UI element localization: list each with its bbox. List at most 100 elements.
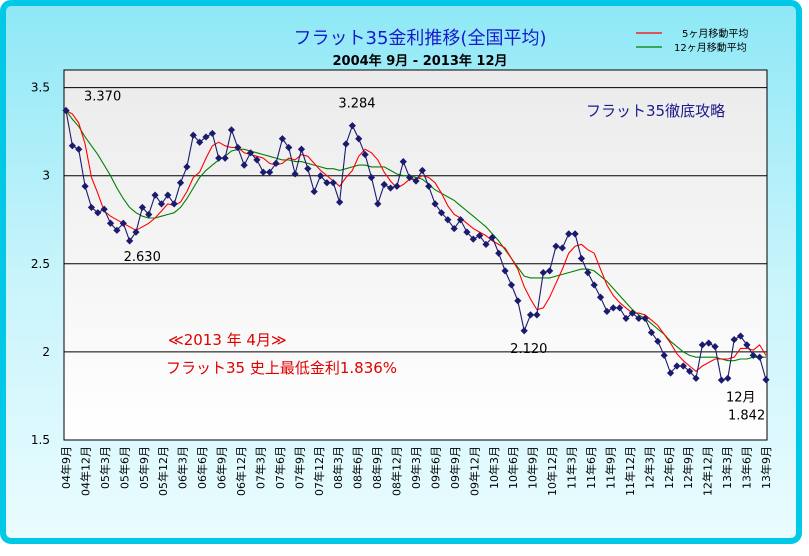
x-axis-ticks: 04年9月 04年12月 05年3月 05年6月 05年9月 05年12月 06年3月 06年… bbox=[59, 446, 773, 496]
rate-point bbox=[463, 228, 471, 236]
rate-point bbox=[533, 311, 541, 319]
rate-point bbox=[329, 179, 337, 187]
x-tick-label: 10年12月 bbox=[545, 446, 559, 496]
rate-point bbox=[476, 232, 484, 240]
rate-point bbox=[514, 297, 522, 305]
rate-point bbox=[304, 165, 312, 173]
callout-line1: ≪2013 年 4月≫ bbox=[168, 331, 287, 349]
rate-point bbox=[145, 210, 153, 219]
rate-point bbox=[501, 267, 509, 275]
rate-point bbox=[113, 226, 121, 234]
rate-point bbox=[717, 376, 726, 384]
x-tick-label: 10年9月 bbox=[526, 446, 540, 489]
rate-point bbox=[259, 168, 267, 176]
rate-point bbox=[94, 209, 102, 217]
rate-point bbox=[291, 170, 299, 178]
rate-point bbox=[399, 158, 407, 166]
x-tick-label: 12年3月 bbox=[642, 446, 656, 489]
x-tick-label: 07年12月 bbox=[312, 446, 326, 496]
rate-point bbox=[75, 145, 83, 153]
data-label: 2.120 bbox=[510, 342, 547, 357]
x-tick-label: 07年6月 bbox=[273, 446, 287, 489]
rate-point bbox=[425, 182, 433, 190]
rate-point bbox=[316, 172, 325, 180]
x-tick-label: 05年9月 bbox=[137, 446, 151, 489]
rate-point bbox=[686, 367, 694, 375]
rate-point bbox=[227, 126, 236, 134]
x-tick-label: 13年9月 bbox=[759, 446, 773, 489]
rate-point bbox=[641, 314, 649, 323]
data-markers bbox=[62, 106, 770, 384]
rate-point bbox=[698, 341, 706, 349]
annotations: 3.370 2.630 3.284 2.120 12月 1.842 bbox=[84, 90, 765, 424]
rate-point bbox=[418, 166, 426, 175]
rate-point bbox=[628, 309, 636, 317]
rate-point bbox=[546, 267, 554, 275]
rate-point bbox=[208, 129, 216, 138]
x-tick-label: 13年6月 bbox=[740, 446, 754, 489]
rate-point bbox=[577, 254, 586, 263]
y-tick-label: 2.5 bbox=[31, 257, 50, 271]
rate-point bbox=[571, 230, 579, 238]
rate-point bbox=[374, 200, 382, 208]
rate-point bbox=[736, 332, 745, 340]
rate-point bbox=[692, 374, 700, 382]
rate-point bbox=[151, 191, 159, 199]
rate-point bbox=[520, 327, 528, 335]
rate-point bbox=[412, 177, 420, 185]
rate-point bbox=[170, 200, 178, 208]
rate-point bbox=[552, 242, 560, 250]
legend-5m-label: 5ヶ月移動平均 bbox=[682, 27, 748, 40]
y-tick-label: 3 bbox=[42, 169, 50, 183]
rate-point bbox=[62, 106, 70, 115]
x-tick-label: 06年9月 bbox=[215, 446, 229, 489]
x-tick-label: 09年12月 bbox=[467, 446, 481, 496]
rate-point bbox=[654, 337, 662, 345]
rate-point bbox=[176, 179, 185, 187]
rate-point bbox=[603, 307, 611, 315]
rate-point bbox=[584, 269, 592, 277]
x-tick-label: 12年9月 bbox=[681, 446, 695, 489]
rate-point bbox=[183, 163, 191, 171]
x-tick-label: 05年3月 bbox=[98, 446, 112, 489]
chart-title: フラット35金利推移(全国平均) bbox=[294, 28, 547, 49]
x-tick-label: 08年6月 bbox=[351, 446, 365, 489]
rate-point bbox=[285, 143, 293, 152]
chart-subtitle: 2004年 9月 - 2013年 12月 bbox=[333, 53, 508, 69]
callout-line2: フラット35 史上最低金利1.836% bbox=[166, 359, 397, 377]
rate-point bbox=[730, 335, 738, 344]
x-tick-label: 10年6月 bbox=[506, 446, 520, 489]
rate-point bbox=[756, 353, 764, 361]
x-tick-label: 09年6月 bbox=[428, 446, 442, 489]
rate-point bbox=[81, 182, 89, 190]
rate-point bbox=[126, 237, 134, 245]
x-tick-label: 11年9月 bbox=[603, 446, 617, 489]
rate-point bbox=[488, 233, 496, 241]
rate-point bbox=[590, 281, 598, 289]
rate-point bbox=[157, 200, 166, 208]
rate-point bbox=[456, 216, 465, 224]
rate-point bbox=[660, 351, 668, 360]
rate-point bbox=[622, 314, 630, 323]
rate-point bbox=[762, 376, 770, 384]
data-label: 1.842 bbox=[728, 409, 765, 424]
rate-point bbox=[164, 191, 172, 199]
rate-point bbox=[355, 135, 363, 143]
x-tick-label: 05年6月 bbox=[117, 446, 131, 489]
y-axis-ticks: 3.5 3 2.5 2 1.5 bbox=[31, 81, 50, 447]
rate-point bbox=[526, 311, 535, 319]
rate-point bbox=[221, 154, 229, 162]
rate-point bbox=[673, 362, 681, 370]
rate-point bbox=[743, 341, 751, 349]
data-label: 2.630 bbox=[124, 250, 161, 265]
data-label: 3.370 bbox=[84, 90, 121, 105]
rate-point bbox=[437, 209, 446, 217]
rate-point bbox=[132, 228, 140, 236]
data-label: 12月 bbox=[726, 391, 756, 406]
rate-point bbox=[539, 269, 547, 277]
x-tick-label: 13年3月 bbox=[720, 446, 734, 489]
rate-point bbox=[596, 293, 605, 301]
rate-point bbox=[189, 131, 197, 139]
